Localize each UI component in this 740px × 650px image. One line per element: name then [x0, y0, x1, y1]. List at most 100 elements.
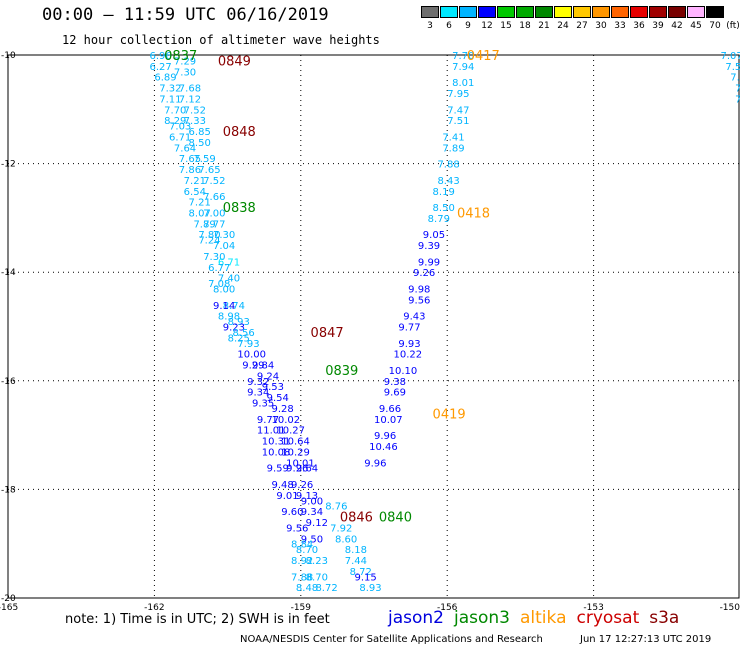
wave-height-label: 6.71	[218, 257, 240, 268]
track-time-label: 0846	[340, 511, 373, 526]
wave-height-label: 9.34	[247, 388, 269, 399]
wave-height-label: 9.35	[252, 399, 274, 410]
track-time-label: 0838	[223, 201, 256, 216]
credit-text: NOAA/NESDIS Center for Satellite Applica…	[240, 634, 543, 645]
chart-subtitle: 12 hour collection of altimeter wave hei…	[62, 33, 380, 47]
colorbar-swatch	[554, 6, 572, 18]
wave-height-label: 8.23	[306, 556, 328, 567]
wave-height-label: 6.54	[184, 187, 206, 198]
colorbar-level-label: 15	[500, 21, 512, 31]
wave-height-label: 8.72	[315, 583, 337, 594]
colorbar-swatch	[516, 6, 534, 18]
wave-height-label: 9.56	[286, 523, 308, 534]
wave-height-label: 8.29	[164, 116, 186, 127]
wave-height-label: 7.29	[174, 56, 196, 67]
colorbar-level-label: 6	[446, 21, 452, 31]
y-tick-label: -12	[1, 160, 16, 170]
wave-height-label: 9.12	[306, 518, 328, 529]
wave-height-label: 7.95	[447, 89, 469, 100]
wave-height-label: 9.99	[418, 257, 440, 268]
wave-height-label: 7.32	[159, 84, 181, 95]
wave-height-label: 9.56	[408, 295, 430, 306]
wave-height-label: 9.64	[296, 464, 318, 475]
wave-height-label: 9.54	[267, 393, 289, 404]
wave-height-label: 7.65	[179, 154, 201, 165]
wave-height-label: 7.56	[725, 62, 740, 73]
colorbar-swatch	[459, 6, 477, 18]
wave-height-label: 6.71	[169, 132, 191, 143]
wave-height-label: 8.92	[291, 556, 313, 567]
colorbar-level-label: 9	[465, 21, 471, 31]
wave-height-label: 7.11	[159, 94, 181, 105]
wave-height-label: 8.74	[223, 301, 245, 312]
track-time-label: 0418	[457, 206, 490, 221]
wave-height-label: 9.77	[257, 415, 279, 426]
y-tick-label: -10	[1, 51, 16, 61]
x-tick-label: -150	[720, 603, 740, 613]
wave-height-label: 10.27	[276, 426, 305, 437]
y-tick-label: -18	[1, 485, 16, 495]
wave-height-label: 8.00	[213, 284, 235, 295]
colorbar-unit-label: (ft)	[726, 21, 740, 31]
wave-height-label: 9.15	[354, 572, 376, 583]
colorbar-level-label: 3	[427, 21, 433, 31]
wave-height-label: 7.40	[218, 274, 240, 285]
wave-height-label: 8.98	[218, 312, 240, 323]
wave-height-label: 10.22	[394, 350, 423, 361]
wave-height-label: 9.50	[301, 534, 323, 545]
colorbar-swatch	[706, 6, 724, 18]
wave-height-label: 7.30	[213, 230, 235, 241]
colorbar-swatch	[573, 6, 591, 18]
wave-height-label: 9.66	[379, 404, 401, 415]
wave-height-label: 9.26	[286, 464, 308, 475]
wave-height-label: 10.00	[237, 350, 266, 361]
wave-height-label: 7.51	[447, 116, 469, 127]
wave-height-label: 7.07	[720, 51, 740, 62]
wave-height-label: 9.84	[252, 361, 274, 372]
wave-height-label: 7.30	[174, 67, 196, 78]
x-tick-label: -165	[0, 603, 18, 613]
colorbar-level-label: 12	[481, 21, 493, 31]
wave-height-label: 6.77	[208, 263, 230, 274]
wave-height-label: 6.27	[150, 62, 172, 73]
wave-height-label: 9.01	[276, 491, 298, 502]
colorbar-level-label: 27	[576, 21, 588, 31]
satellite-legend: jason2 jason3 altika cryosat s3a	[388, 608, 689, 628]
wave-height-label: 7.88	[437, 160, 459, 171]
wave-height-label: 7.86	[179, 165, 201, 176]
wave-height-label: 10.46	[369, 442, 398, 453]
wave-height-label: 9.93	[398, 339, 420, 350]
wave-height-label: 7.59	[193, 154, 215, 165]
wave-height-label: 9.29	[242, 361, 264, 372]
colorbar-swatch	[611, 6, 629, 18]
colorbar-level-label: 24	[557, 21, 569, 31]
legend-entry: jason3	[454, 608, 510, 628]
colorbar-swatch	[668, 6, 686, 18]
wave-height-label: 7.77	[203, 219, 225, 230]
track-time-label: 0417	[467, 49, 500, 64]
wave-height-label: 9.32	[247, 377, 269, 388]
y-tick-label: -20	[1, 594, 16, 604]
legend-entry: cryosat	[576, 608, 640, 628]
wave-height-label: 8.76	[325, 502, 347, 513]
wave-height-label: 8.18	[345, 545, 367, 556]
x-tick-label: -159	[291, 603, 312, 613]
wave-height-label: 8.93	[359, 583, 381, 594]
wave-height-label: 9.13	[296, 491, 318, 502]
wave-height-label: 9.26	[291, 480, 313, 491]
wave-height-label: 9.24	[257, 371, 279, 382]
wave-height-label: 9.00	[301, 496, 323, 507]
wave-height-label: 8.50	[433, 203, 455, 214]
wave-height-label: 11.01	[257, 426, 286, 437]
wave-height-label: 9.38	[384, 377, 406, 388]
wave-height-label: 9.23	[223, 323, 245, 334]
wave-height-label: 7.12	[179, 94, 201, 105]
chart-title: 00:00 – 11:59 UTC 06/16/2019	[42, 5, 329, 25]
wave-height-label: 7.89	[442, 143, 464, 154]
wave-height-label: 7.70	[452, 51, 474, 62]
colorbar-swatch	[421, 6, 439, 18]
wave-height-label: 7.21	[184, 176, 206, 187]
wave-height-label: 9.53	[262, 382, 284, 393]
wave-height-label: 10.08	[262, 447, 291, 458]
